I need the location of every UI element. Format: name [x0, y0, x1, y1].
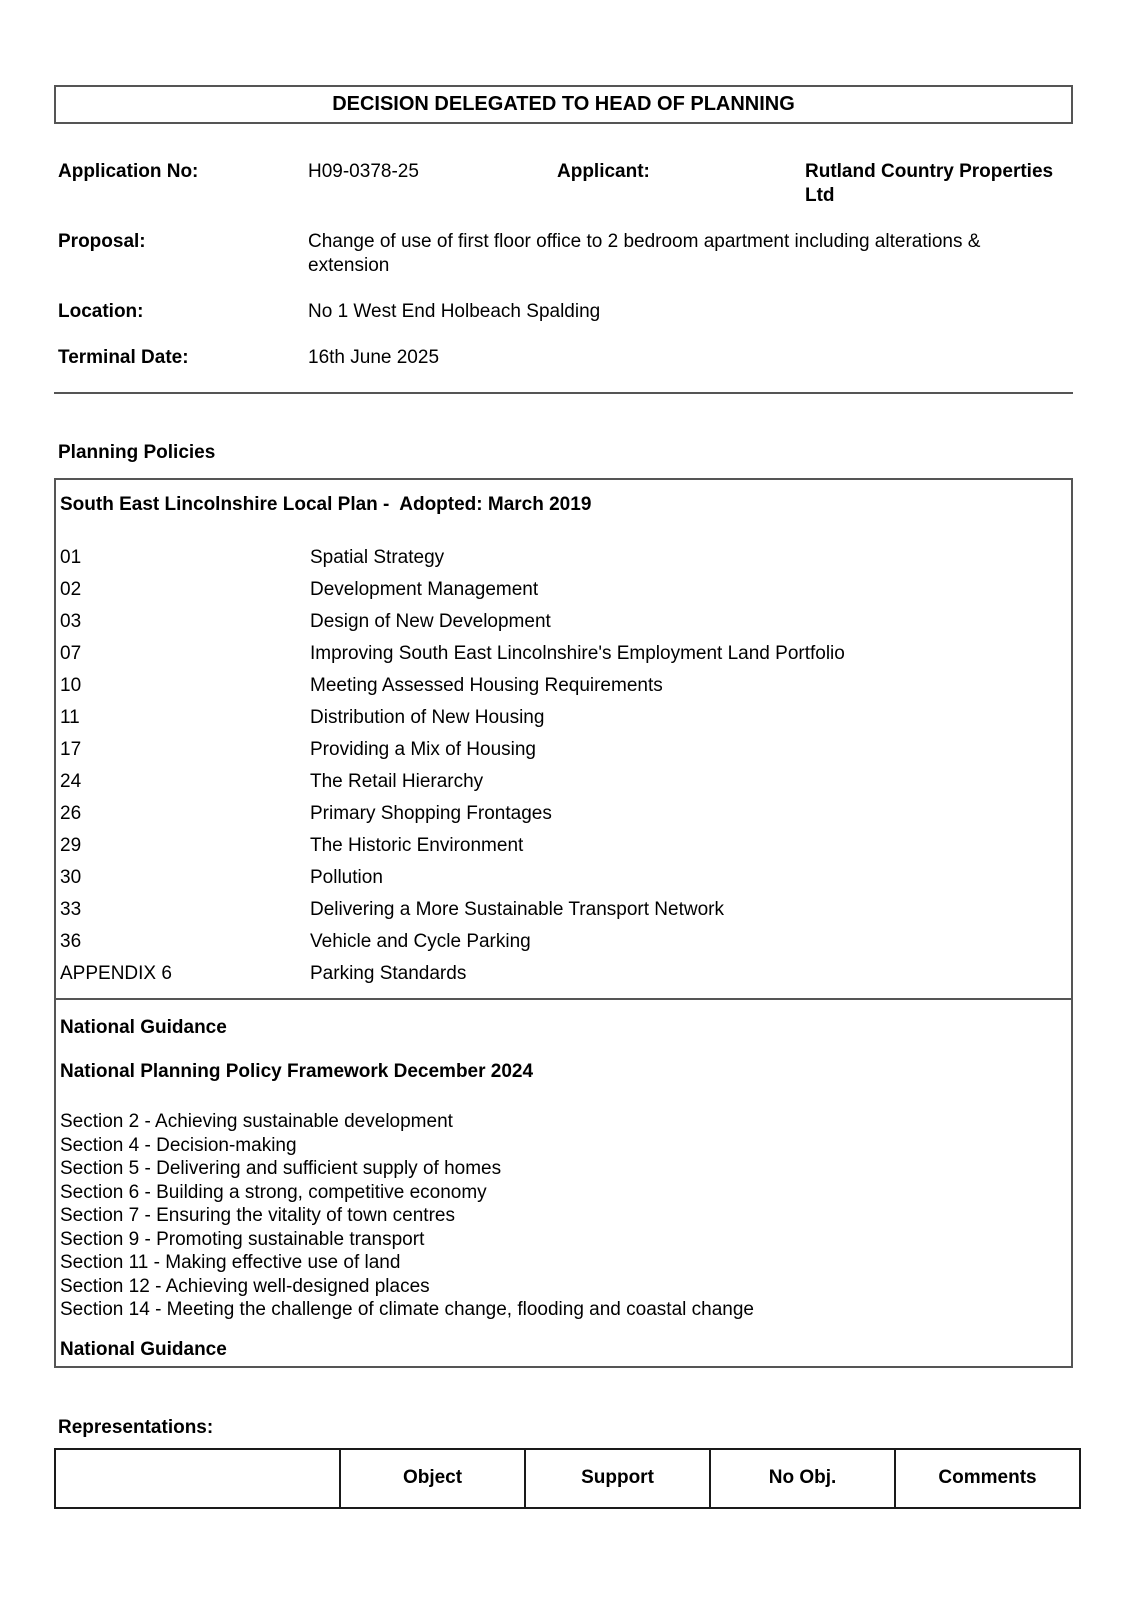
- policy-row: 30 Pollution: [60, 862, 1067, 894]
- nppf-section: Section 4 - Decision-making: [60, 1134, 297, 1156]
- policy-name: Pollution: [310, 867, 383, 888]
- policy-row: 11 Distribution of New Housing: [60, 702, 1067, 734]
- policy-row: 33 Delivering a More Sustainable Transpo…: [60, 894, 1067, 926]
- policy-code: 29: [60, 835, 82, 856]
- policy-code: 36: [60, 931, 82, 952]
- location-label: Location:: [58, 301, 144, 322]
- policy-name: Design of New Development: [310, 611, 551, 632]
- document-title-box: DECISION DELEGATED TO HEAD OF PLANNING: [54, 85, 1073, 124]
- applicant-value: Rutland Country Properties Ltd: [805, 161, 1054, 206]
- policy-row: APPENDIX 6 Parking Standards: [60, 958, 1067, 990]
- policy-row: 03 Design of New Development: [60, 606, 1067, 638]
- policy-name: Parking Standards: [310, 963, 467, 984]
- nppf-title: National Planning Policy Framework Decem…: [60, 1061, 534, 1082]
- policy-code: 02: [60, 579, 82, 600]
- nppf-section: Section 14 - Meeting the challenge of cl…: [60, 1299, 754, 1320]
- policy-row: 29 The Historic Environment: [60, 830, 1067, 862]
- document-title: DECISION DELEGATED TO HEAD OF PLANNING: [332, 93, 795, 115]
- document-content: DECISION DELEGATED TO HEAD OF PLANNING A…: [54, 0, 1081, 1509]
- representations-column-no-obj: No Obj.: [709, 1447, 896, 1509]
- policy-name: Vehicle and Cycle Parking: [310, 931, 531, 952]
- representations-table: Object Support No Obj. Comments: [54, 1447, 1081, 1509]
- policy-code: 24: [60, 771, 82, 792]
- local-plan-title: South East Lincolnshire Local Plan - Ado…: [60, 494, 592, 515]
- nppf-section: Section 9 - Promoting sustainable transp…: [60, 1228, 425, 1250]
- policy-code: 07: [60, 643, 82, 664]
- representations-empty-header-cell: [54, 1447, 341, 1509]
- policy-row: 17 Providing a Mix of Housing: [60, 734, 1067, 766]
- application-no-label: Application No:: [58, 161, 199, 182]
- nppf-section: Section 2 - Achieving sustainable develo…: [60, 1111, 453, 1132]
- proposal-label: Proposal:: [58, 231, 146, 252]
- nppf-section: Section 5 - Delivering and sufficient su…: [60, 1158, 502, 1179]
- policy-name: Development Management: [310, 579, 539, 600]
- horizontal-divider: [54, 392, 1073, 394]
- nppf-section: Section 7 - Ensuring the vitality of tow…: [60, 1205, 455, 1226]
- application-no-value: H09-0378-25: [308, 161, 419, 182]
- meta-row-proposal: Proposal: Change of use of first floor o…: [54, 230, 1073, 278]
- policy-name: Distribution of New Housing: [310, 707, 545, 728]
- nppf-section: Section 12 - Achieving well-designed pla…: [60, 1275, 430, 1297]
- policy-code: 17: [60, 739, 82, 760]
- policy-row: 10 Meeting Assessed Housing Requirements: [60, 670, 1067, 702]
- meta-row-location: Location: No 1 West End Holbeach Spaldin…: [54, 300, 1073, 324]
- representations-column-support: Support: [524, 1447, 711, 1509]
- representations-column-object: Object: [339, 1447, 526, 1509]
- policy-list: 01 Spatial Strategy 02 Development Manag…: [60, 542, 1067, 990]
- terminal-date-value: 16th June 2025: [308, 347, 440, 368]
- planning-policies-box: South East Lincolnshire Local Plan - Ado…: [54, 478, 1073, 1368]
- policy-row: 26 Primary Shopping Frontages: [60, 798, 1067, 830]
- policy-name: The Historic Environment: [310, 835, 524, 856]
- policy-code: 11: [60, 707, 80, 728]
- policy-name: Spatial Strategy: [310, 547, 445, 568]
- nppf-section: Section 11 - Making effective use of lan…: [60, 1252, 401, 1273]
- representations-column-comments: Comments: [894, 1447, 1081, 1509]
- policy-code: 26: [60, 803, 82, 824]
- policy-name: Meeting Assessed Housing Requirements: [310, 675, 663, 696]
- meta-row-terminal-date: Terminal Date: 16th June 2025: [54, 346, 1073, 370]
- policy-row: 02 Development Management: [60, 574, 1067, 606]
- policy-name: The Retail Hierarchy: [310, 771, 484, 792]
- national-guidance-heading: National Guidance: [60, 1017, 227, 1038]
- meta-row-application: Application No: H09-0378-25 Applicant: R…: [54, 160, 1073, 208]
- policy-name: Delivering a More Sustainable Transport …: [310, 899, 724, 920]
- policy-name: Providing a Mix of Housing: [310, 739, 536, 760]
- location-value: No 1 West End Holbeach Spalding: [308, 301, 601, 322]
- policy-name: Primary Shopping Frontages: [310, 803, 552, 824]
- national-guidance-cell: National Guidance National Planning Poli…: [56, 1000, 1071, 1366]
- application-meta: Application No: H09-0378-25 Applicant: R…: [54, 160, 1073, 370]
- policy-row: 36 Vehicle and Cycle Parking: [60, 926, 1067, 958]
- terminal-date-label: Terminal Date:: [58, 347, 189, 368]
- policy-row: 24 The Retail Hierarchy: [60, 766, 1067, 798]
- policy-name: Improving South East Lincolnshire's Empl…: [310, 643, 845, 664]
- policy-code: 03: [60, 611, 82, 632]
- policy-code: APPENDIX 6: [60, 963, 172, 984]
- local-plan-cell: South East Lincolnshire Local Plan - Ado…: [56, 480, 1071, 998]
- policies-box-divider: [56, 998, 1071, 1000]
- representations-heading: Representations:: [58, 1416, 214, 1438]
- policy-row: 07 Improving South East Lincolnshire's E…: [60, 638, 1067, 670]
- planning-policies-heading: Planning Policies: [58, 442, 216, 463]
- policy-row: 01 Spatial Strategy: [60, 542, 1067, 574]
- policy-code: 33: [60, 899, 82, 920]
- applicant-label: Applicant:: [557, 161, 650, 182]
- proposal-value: Change of use of first floor office to 2…: [308, 231, 981, 276]
- nppf-section-list: Section 2 - Achieving sustainable develo…: [60, 1110, 1067, 1322]
- nppf-section: Section 6 - Building a strong, competiti…: [60, 1181, 487, 1203]
- policy-code: 10: [60, 675, 82, 696]
- policy-code: 30: [60, 867, 82, 888]
- national-guidance-footer-heading: National Guidance: [60, 1338, 227, 1360]
- representations-header-row: Object Support No Obj. Comments: [54, 1447, 1081, 1509]
- policy-code: 01: [60, 547, 82, 568]
